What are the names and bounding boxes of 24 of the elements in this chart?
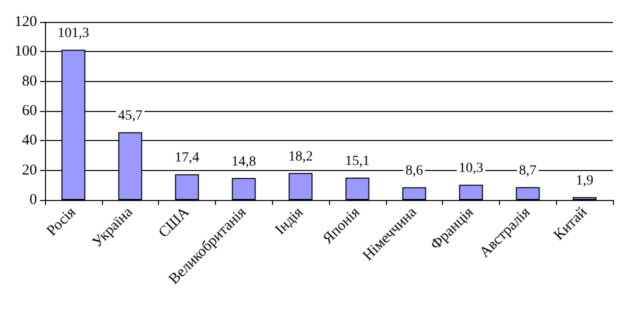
- y-tick-label: 100: [14, 44, 37, 60]
- data-label: 14,8: [232, 154, 256, 170]
- bar: [232, 178, 256, 200]
- y-tick-label: 60: [22, 103, 37, 119]
- data-label: 101,3: [58, 26, 90, 42]
- data-label: 18,2: [288, 150, 313, 165]
- y-tick-label: 40: [22, 132, 37, 149]
- data-label: 45,7: [118, 108, 142, 124]
- data-label: 1,9: [576, 174, 594, 189]
- y-tick-label: 120: [14, 14, 37, 30]
- bar: [345, 178, 370, 200]
- bar: [288, 173, 313, 200]
- bar: [459, 184, 483, 200]
- y-tick-label: 0: [30, 192, 37, 208]
- data-label: 17,4: [174, 150, 200, 166]
- data-label: 10,3: [458, 161, 484, 176]
- bar: [516, 187, 540, 200]
- bar: [175, 174, 199, 200]
- data-label: 8,6: [405, 164, 423, 179]
- y-tick-label: 20: [22, 162, 37, 178]
- data-label: 8,7: [519, 164, 537, 179]
- y-tick-label: 80: [22, 73, 37, 90]
- data-label: 15,1: [345, 154, 370, 170]
- bar: [402, 187, 426, 200]
